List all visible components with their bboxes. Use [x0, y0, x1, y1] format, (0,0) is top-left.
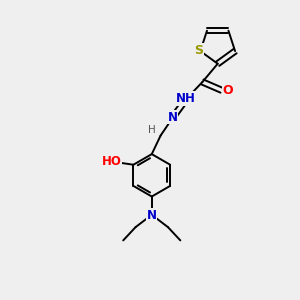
Text: HO: HO [101, 155, 121, 168]
Text: N: N [167, 111, 177, 124]
Text: H: H [148, 125, 156, 135]
Text: NH: NH [176, 92, 196, 105]
Text: S: S [194, 44, 203, 57]
Text: N: N [147, 209, 157, 222]
Text: O: O [223, 84, 233, 97]
